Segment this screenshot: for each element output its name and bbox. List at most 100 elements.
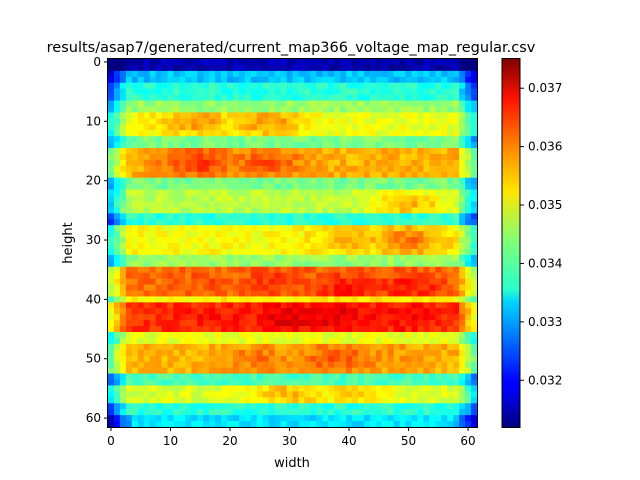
heatmap-cell (227, 254, 234, 262)
heatmap-cell (304, 349, 311, 357)
heatmap-cell (137, 82, 145, 90)
heatmap-cell (280, 177, 287, 185)
heatmap-cell (441, 124, 448, 131)
heatmap-cell (346, 159, 353, 167)
heatmap-cell (185, 70, 192, 78)
heatmap-cell (471, 343, 478, 351)
heatmap-cell (256, 231, 264, 238)
heatmap-cell (387, 118, 395, 125)
heatmap-cell (268, 153, 276, 161)
heatmap-cell (173, 213, 180, 220)
heatmap-cell (268, 278, 276, 285)
heatmap-cell (137, 106, 145, 113)
heatmap-cell (459, 391, 466, 398)
heatmap-cell (256, 171, 264, 179)
heatmap-cell (197, 100, 204, 107)
heatmap-cell (346, 385, 353, 392)
heatmap-cell (119, 213, 127, 220)
heatmap-cell (244, 142, 252, 149)
heatmap-cell (119, 106, 127, 113)
heatmap-cell (274, 349, 281, 357)
heatmap-cell (417, 326, 424, 333)
heatmap-cell (179, 415, 186, 422)
heatmap-cell (435, 248, 442, 256)
heatmap-cell (227, 237, 234, 244)
heatmap-cell (197, 403, 204, 410)
heatmap-cell (119, 112, 127, 119)
heatmap-cell (137, 59, 145, 66)
heatmap-cell (113, 373, 121, 380)
heatmap-cell (381, 237, 389, 244)
heatmap-cell (346, 243, 353, 250)
heatmap-cell (363, 82, 371, 90)
heatmap-cell (227, 207, 234, 214)
heatmap-cell (286, 142, 293, 149)
heatmap-cell (340, 130, 347, 137)
heatmap-cell (322, 272, 329, 280)
heatmap-cell (286, 189, 293, 196)
heatmap-cell (238, 367, 246, 374)
heatmap-cell (143, 219, 151, 226)
heatmap-cell (119, 332, 127, 339)
heatmap-cell (417, 243, 424, 250)
heatmap-cell (328, 130, 335, 137)
heatmap-cell (280, 379, 287, 386)
heatmap-cell (334, 409, 341, 416)
heatmap-cell (173, 248, 180, 256)
heatmap-cell (256, 189, 264, 196)
heatmap-cell (274, 326, 281, 333)
heatmap-cell (244, 237, 252, 244)
heatmap-cell (375, 207, 383, 214)
heatmap-cell (298, 272, 305, 280)
heatmap-cell (137, 373, 145, 380)
heatmap-cell (167, 248, 174, 256)
heatmap-cell (221, 308, 228, 315)
heatmap-cell (346, 290, 353, 297)
heatmap-cell (447, 272, 454, 280)
heatmap-cell (191, 106, 198, 113)
heatmap-cell (203, 391, 210, 398)
heatmap-cell (191, 64, 198, 72)
heatmap-cell (286, 130, 293, 137)
heatmap-cell (238, 64, 246, 72)
heatmap-cell (447, 124, 454, 131)
heatmap-cell (262, 272, 270, 280)
heatmap-cell (340, 136, 347, 143)
heatmap-cell (399, 225, 406, 232)
heatmap-cell (238, 308, 246, 315)
heatmap-cell (232, 391, 240, 398)
heatmap-cell (387, 266, 395, 274)
heatmap-cell (292, 361, 299, 369)
heatmap-cell (209, 397, 216, 404)
heatmap-cell (369, 421, 377, 428)
heatmap-cell (363, 76, 371, 84)
heatmap-cell (244, 100, 252, 107)
heatmap-cell (363, 130, 371, 137)
heatmap-cell (155, 88, 162, 96)
heatmap-cell (429, 153, 436, 161)
heatmap-cell (292, 314, 299, 321)
heatmap-cell (238, 219, 246, 226)
heatmap-cell (125, 112, 133, 119)
heatmap-cell (173, 106, 180, 113)
heatmap-cell (423, 100, 430, 107)
heatmap-cell (191, 254, 198, 262)
heatmap-cell (405, 421, 412, 428)
heatmap-cell (399, 201, 406, 208)
heatmap-cell (447, 136, 454, 143)
heatmap-cell (173, 136, 180, 143)
heatmap-cell (459, 326, 466, 333)
heatmap-cell (405, 337, 412, 345)
heatmap-cell (298, 106, 305, 113)
heatmap-cell (238, 272, 246, 280)
heatmap-cell (143, 266, 151, 274)
heatmap-cell (352, 343, 359, 351)
heatmap-cell (387, 64, 395, 72)
heatmap-cell (274, 385, 281, 392)
heatmap-cell (369, 254, 377, 262)
heatmap-cell (316, 403, 323, 410)
heatmap-cell (179, 165, 186, 173)
heatmap-cell (375, 296, 383, 303)
heatmap-cell (268, 403, 276, 410)
heatmap-cell (298, 290, 305, 297)
